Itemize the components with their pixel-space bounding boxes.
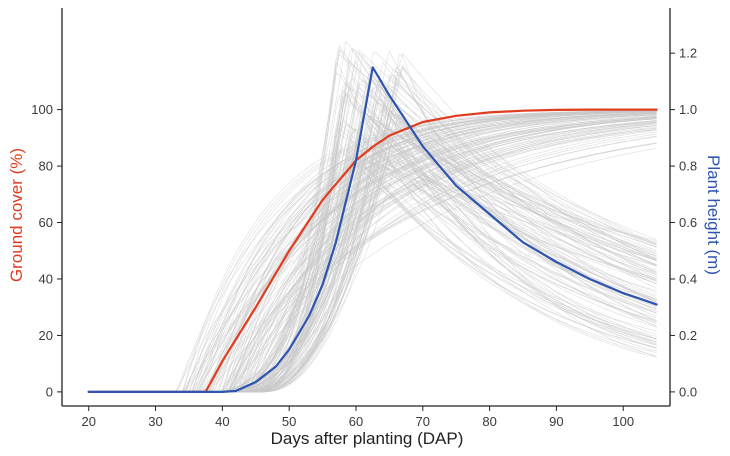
ensemble-plant-height-line — [88, 50, 657, 393]
y-right-tick-label: 1.2 — [679, 46, 697, 61]
ensemble-plant-height-line — [88, 139, 657, 393]
y-left-tick-label: 60 — [39, 215, 53, 230]
y-left-tick-label: 0 — [46, 384, 53, 399]
plant-height-line — [87, 66, 658, 393]
x-tick-label: 50 — [282, 414, 296, 429]
label-layer: Days after planting (DAP) Ground cover (… — [7, 148, 723, 448]
ensemble-plant-height-line — [88, 47, 657, 393]
ensemble-plant-height-line — [88, 91, 657, 393]
x-tick-label: 20 — [81, 414, 95, 429]
ensemble-ground-cover-line — [88, 110, 657, 393]
y-right-tick-label: 0.8 — [679, 159, 697, 174]
y-right-tick-label: 0.2 — [679, 328, 697, 343]
y-left-tick-label: 100 — [31, 102, 53, 117]
x-tick-label: 40 — [215, 414, 229, 429]
ensemble-plant-height-line — [88, 46, 657, 393]
y-left-tick-label: 20 — [39, 328, 53, 343]
x-tick-label: 100 — [612, 414, 634, 429]
ensemble-plant-height-line — [88, 53, 657, 393]
ensemble-ground-cover-line — [88, 110, 657, 393]
x-tick-label: 70 — [416, 414, 430, 429]
y-right-tick-label: 0.6 — [679, 215, 697, 230]
ensemble-plant-height-line — [88, 162, 657, 393]
x-axis-title: Days after planting (DAP) — [271, 429, 464, 448]
x-tick-label: 30 — [148, 414, 162, 429]
x-tick-label: 60 — [349, 414, 363, 429]
x-tick-label: 90 — [549, 414, 563, 429]
x-tick-label: 80 — [482, 414, 496, 429]
axis-layer: 20 30 40 50 60 70 80 90 100 0 20 40 60 80 100 0.0 0.2 0.4… — [31, 8, 697, 429]
y-right-tick-label: 0.0 — [679, 384, 697, 399]
series-layer — [87, 66, 658, 393]
y-left-tick-label: 40 — [39, 271, 53, 286]
ensemble-plant-height-line — [88, 50, 657, 393]
y-left-tick-label: 80 — [39, 159, 53, 174]
y-right-tick-label: 0.4 — [679, 271, 697, 286]
ensemble-ground-cover-line — [88, 126, 657, 393]
ensemble-plant-height-line — [88, 149, 657, 393]
ensemble-plant-height-line — [88, 54, 657, 393]
y-axis-left-title: Ground cover (%) — [7, 148, 26, 282]
ensemble-plant-height-line — [88, 54, 657, 393]
ensemble-ground-cover-line — [88, 110, 657, 393]
ground-cover-line — [87, 108, 658, 393]
ensemble-ground-cover-line — [88, 110, 657, 393]
ensemble-layer — [88, 40, 657, 393]
y-axis-right-title: Plant height (m) — [704, 155, 723, 275]
ensemble-plant-height-line — [88, 149, 657, 393]
ensemble-plant-height-line — [88, 149, 657, 393]
ensemble-plant-height-line — [88, 125, 657, 393]
ensemble-plant-height-line — [88, 100, 657, 393]
ensemble-ground-cover-line — [88, 110, 657, 393]
y-right-tick-label: 1.0 — [679, 102, 697, 117]
